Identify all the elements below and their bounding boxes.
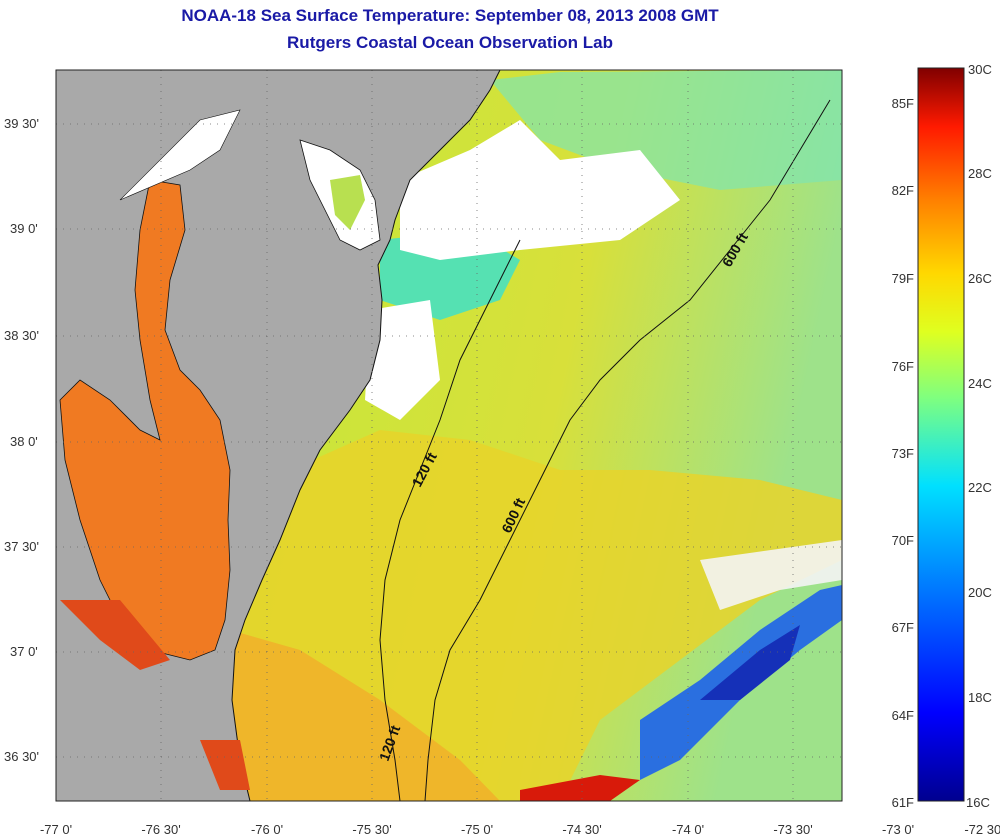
cold-core — [700, 625, 800, 700]
colorbar-celsius-labels: 30C 28C 26C 24C 22C 20C 18C 16C — [966, 62, 992, 810]
upper-bay-cloud — [119, 109, 241, 201]
longitude-labels: -77 0' -76 30' -76 0' -75 30' -75 0' -74… — [40, 822, 1000, 837]
map-title: NOAA-18 Sea Surface Temperature: Septemb… — [181, 6, 719, 25]
lat-label: 38 30' — [4, 328, 39, 343]
lon-label: -73 30' — [773, 822, 812, 837]
map-frame — [55, 69, 843, 802]
lon-label: -74 0' — [672, 822, 704, 837]
lat-label: 38 0' — [10, 434, 38, 449]
james-river — [60, 600, 170, 670]
colorbar-label-f: 61F — [892, 795, 914, 810]
cloud-cover — [400, 120, 680, 260]
lon-label: -75 30' — [352, 822, 391, 837]
colorbar-label-f: 85F — [892, 96, 914, 111]
warm-coastal-water — [230, 630, 500, 801]
lat-label: 37 0' — [10, 644, 38, 659]
lat-label: 39 0' — [10, 221, 38, 236]
gulf-stream-hot — [520, 775, 640, 801]
lon-label: -75 0' — [461, 822, 493, 837]
colorbar-label-f: 64F — [892, 708, 914, 723]
lon-label: -72 30' — [964, 822, 1000, 837]
map-subtitle: Rutgers Coastal Ocean Observation Lab — [287, 33, 613, 52]
latitude-labels: 39 30' 39 0' 38 30' 38 0' 37 30' 37 0' 3… — [4, 116, 39, 764]
lat-label: 37 30' — [4, 539, 39, 554]
colorbar-label-c: 30C — [968, 62, 992, 77]
colorbar-label-c: 24C — [968, 376, 992, 391]
colorbar-label-f: 82F — [892, 183, 914, 198]
colorbar-fahrenheit-labels: 85F 82F 79F 76F 73F 70F 67F 64F 61F — [892, 96, 914, 810]
graticule — [56, 70, 842, 801]
lon-label: -76 30' — [141, 822, 180, 837]
colorbar-label-f: 79F — [892, 271, 914, 286]
colorbar-label-f: 76F — [892, 359, 914, 374]
colorbar-label-f: 73F — [892, 446, 914, 461]
lon-label: -77 0' — [40, 822, 72, 837]
colorbar-label-f: 70F — [892, 533, 914, 548]
colorbar-label-c: 16C — [966, 795, 990, 810]
contour-600ft — [424, 99, 831, 801]
northern-cool-water — [490, 70, 842, 190]
colorbar-label-c: 20C — [968, 585, 992, 600]
lat-label: 39 30' — [4, 116, 39, 131]
delaware-bay-water — [330, 175, 365, 230]
colorbar-label-c: 26C — [968, 271, 992, 286]
contour-120ft — [379, 239, 521, 801]
colorbar — [917, 67, 965, 802]
colorbar-label-c: 28C — [968, 166, 992, 181]
back-bay — [200, 740, 250, 790]
lon-label: -74 30' — [562, 822, 601, 837]
colorbar-label-f: 67F — [892, 620, 914, 635]
colorbar-label-c: 22C — [968, 480, 992, 495]
cloud-patch — [365, 300, 440, 420]
colorbar-label-c: 18C — [968, 690, 992, 705]
lon-label: -73 0' — [882, 822, 914, 837]
cloud-patch-south — [700, 540, 842, 610]
lat-label: 36 30' — [4, 749, 39, 764]
lon-label: -76 0' — [251, 822, 283, 837]
